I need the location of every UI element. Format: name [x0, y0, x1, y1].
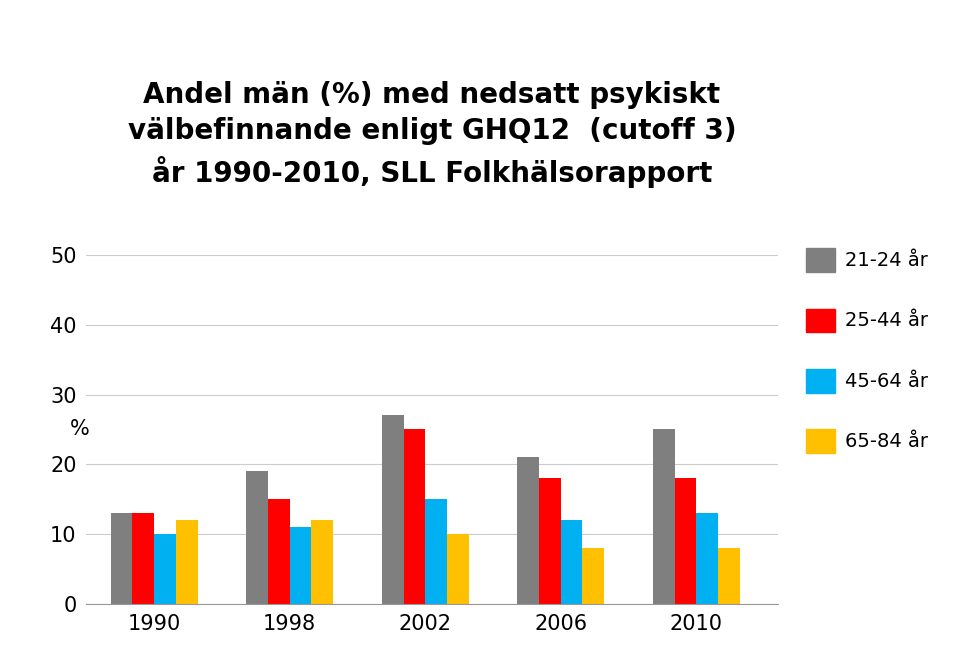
Bar [583, 548, 604, 604]
Bar [176, 520, 198, 604]
Bar [425, 499, 447, 604]
Text: 21-24 år: 21-24 år [845, 251, 927, 270]
Bar [311, 520, 333, 604]
Text: Andel män (%) med nedsatt psykiskt
välbefinnande enligt GHQ12  (cutoff 3)
år 199: Andel män (%) med nedsatt psykiskt välbe… [128, 81, 736, 188]
Bar [155, 534, 176, 604]
Bar [696, 513, 718, 604]
Bar [653, 429, 675, 604]
Bar [290, 527, 311, 604]
Bar [110, 513, 132, 604]
Bar [382, 415, 403, 604]
Bar [247, 471, 268, 604]
Bar [517, 458, 540, 604]
Text: %: % [70, 419, 89, 440]
Bar [540, 478, 561, 604]
Bar [675, 478, 696, 604]
Bar [561, 520, 583, 604]
Bar [718, 548, 739, 604]
Bar [132, 513, 155, 604]
Text: 45-64 år: 45-64 år [845, 372, 927, 391]
Text: 25-44 år: 25-44 år [845, 311, 927, 330]
Bar [403, 429, 425, 604]
Bar [268, 499, 290, 604]
Text: 65-84 år: 65-84 år [845, 432, 927, 451]
Bar [447, 534, 468, 604]
